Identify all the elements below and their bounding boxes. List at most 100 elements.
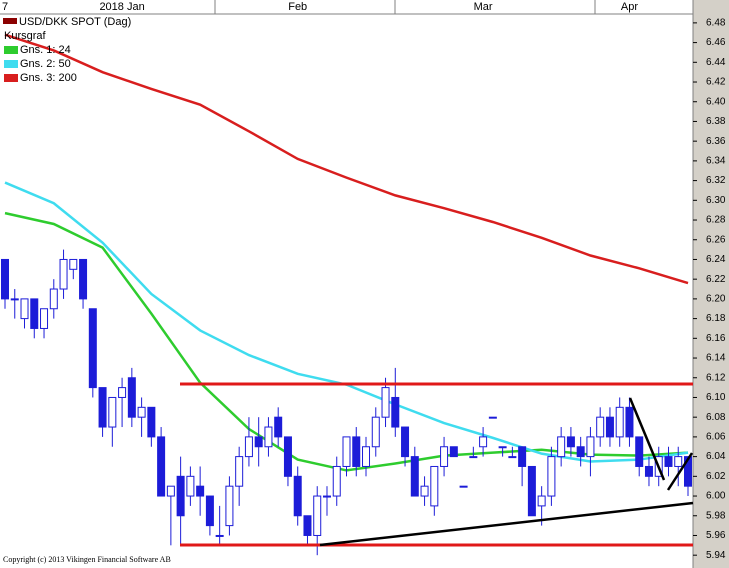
x-tick-label: Mar (474, 1, 493, 13)
candle-body (362, 446, 371, 467)
candle-body (264, 426, 273, 448)
y-tick-label: 6.26 (706, 234, 726, 245)
candle-body (644, 465, 653, 477)
legend: USD/DKK SPOT (Dag) Kursgraf (3, 16, 131, 42)
candle-body (566, 436, 575, 448)
y-tick-label: 6.46 (706, 37, 726, 48)
legend-swatch (4, 74, 18, 82)
y-tick-label: 6.48 (706, 18, 726, 29)
candle-body (401, 426, 410, 458)
y-tick-label: 6.00 (706, 491, 726, 502)
legend-swatch (4, 46, 18, 54)
legend-swatch (4, 60, 18, 68)
candle-body (430, 465, 439, 507)
moving-average-line (4, 33, 689, 285)
candle-body (244, 436, 253, 458)
y-tick-label: 6.22 (706, 274, 726, 285)
candle-body (469, 456, 478, 459)
drawings (180, 382, 694, 547)
candle-body (274, 416, 283, 438)
y-tick-label: 6.30 (706, 195, 726, 206)
candle-body (410, 456, 419, 497)
candle-body (557, 436, 566, 458)
candle-body (40, 308, 49, 329)
candle-body (166, 485, 175, 497)
candle-body (664, 456, 673, 467)
candle-body (635, 436, 644, 467)
candle-body (147, 406, 156, 438)
candle-body (69, 258, 78, 270)
y-axis-panel (693, 0, 729, 568)
candle-body (10, 298, 19, 301)
y-tick-label: 6.18 (706, 313, 726, 324)
candle-body (498, 446, 507, 449)
candle-body (108, 396, 117, 428)
legend-label: Gns. 2: 50 (20, 58, 71, 70)
y-tick-label: 6.02 (706, 471, 726, 482)
candle-body (420, 485, 429, 497)
y-tick-label: 6.06 (706, 432, 726, 443)
y-tick-label: 6.08 (706, 412, 726, 423)
candle-body (527, 465, 536, 517)
legend-label: Gns. 3: 200 (20, 72, 77, 84)
candle-body (225, 485, 234, 527)
candle-body (186, 475, 195, 497)
y-tick-label: 6.40 (706, 96, 726, 107)
candle-body (371, 416, 380, 448)
trend-line (666, 452, 694, 491)
y-tick-label: 6.32 (706, 175, 726, 186)
candle-body (488, 416, 497, 419)
candle-body (176, 475, 185, 517)
x-tick-label: Apr (621, 1, 638, 13)
candle-body (684, 456, 692, 487)
legend-swatch (3, 18, 17, 24)
x-tick-label: Feb (288, 1, 307, 13)
candle-body (576, 446, 585, 458)
legend-label: Gns. 1: 24 (20, 44, 71, 56)
candle-body (205, 495, 214, 527)
candle-body (322, 495, 331, 498)
candle-body (615, 406, 624, 438)
candle-body (196, 485, 205, 497)
candle-body (88, 308, 97, 389)
x-tick-label: 7 (2, 1, 8, 13)
y-tick-label: 6.14 (706, 353, 726, 364)
y-tick-label: 6.20 (706, 294, 726, 305)
y-tick-label: 6.16 (706, 333, 726, 344)
chart-title: USD/DKK SPOT (Dag) (19, 16, 131, 28)
y-tick-label: 6.24 (706, 254, 726, 265)
candle-body (459, 485, 468, 488)
candle-body (49, 288, 58, 310)
trend-line (628, 397, 666, 481)
candle-body (391, 396, 400, 428)
y-tick-label: 6.04 (706, 451, 726, 462)
candle-body (449, 446, 458, 458)
candle-body (127, 377, 136, 418)
candle-body (215, 534, 224, 537)
y-tick-label: 5.98 (706, 510, 726, 521)
candle-body (254, 436, 263, 448)
trend-line (319, 501, 694, 547)
candle-body (30, 298, 39, 329)
candle-body (381, 387, 390, 418)
candle-body (137, 406, 146, 418)
candle-body (313, 495, 322, 536)
candle-body (20, 298, 29, 320)
candle-body (596, 416, 605, 438)
candle-body (479, 436, 488, 448)
candle-body (440, 446, 449, 467)
y-tick-label: 5.96 (706, 530, 726, 541)
candle-body (235, 456, 244, 487)
candle-body (79, 258, 88, 300)
legend-title: Kursgraf (4, 30, 47, 42)
candle-body (98, 387, 107, 428)
y-tick-label: 6.38 (706, 116, 726, 127)
y-tick-label: 6.36 (706, 136, 726, 147)
copyright: Copyright (c) 2013 Vikingen Financial So… (3, 555, 171, 564)
y-tick-label: 5.94 (706, 550, 726, 561)
y-tick-label: 6.44 (706, 57, 726, 68)
candle-body (283, 436, 292, 477)
plot (1, 33, 692, 556)
